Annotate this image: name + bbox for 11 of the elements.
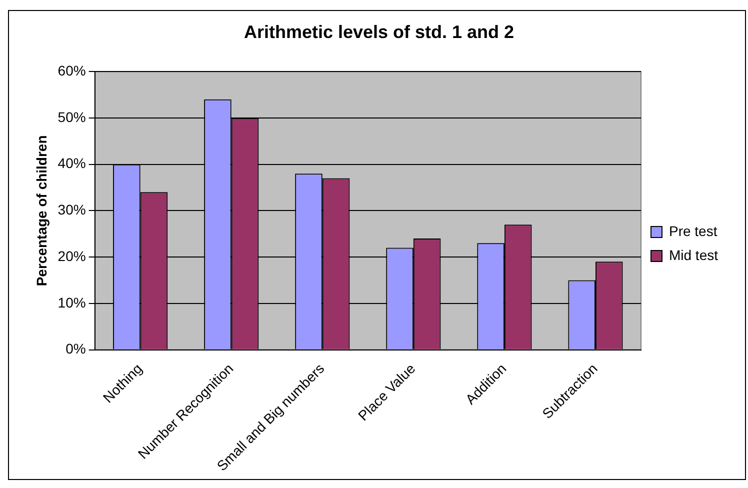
y-tick-label: 20%	[58, 248, 86, 264]
y-tick-label: 0%	[66, 340, 86, 357]
y-tick-label: 30%	[58, 202, 86, 218]
y-tick-label: 50%	[58, 108, 86, 125]
y-axis-title: Percentage of children	[33, 135, 50, 286]
chart-title: Arithmetic levels of std. 1 and 2	[244, 22, 514, 42]
legend-label: Mid test	[668, 246, 718, 263]
y-tick-label: 10%	[58, 294, 86, 310]
legend-label: Pre test	[668, 222, 718, 239]
y-tick-label: 60%	[58, 62, 86, 78]
y-tick-label: 40%	[58, 155, 86, 172]
